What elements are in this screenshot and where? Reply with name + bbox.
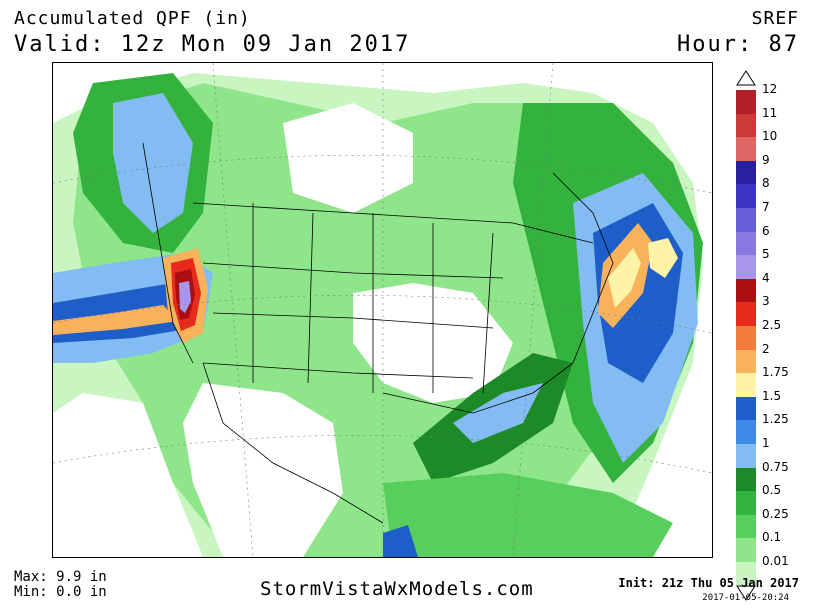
legend-swatch: 12 — [736, 82, 777, 114]
init-time: Init: 21z Thu 05 Jan 2017 — [618, 576, 799, 590]
legend-label: 2.5 — [762, 317, 782, 332]
legend-label: 3 — [762, 294, 770, 309]
mexico-coast-core — [383, 525, 418, 557]
min-value: Min: 0.0 in — [14, 584, 107, 600]
legend-label: 5 — [762, 247, 770, 262]
nw-coast-blue — [113, 93, 193, 233]
legend-swatch: 2.5 — [736, 318, 781, 350]
atlantic-east-blob — [648, 238, 678, 278]
legend-swatch: 1.25 — [736, 412, 789, 444]
california-core-5 — [179, 281, 191, 313]
legend-swatch: 5 — [736, 247, 770, 279]
qpf-map — [52, 62, 713, 558]
legend-swatches: 12 11 10 9 8 7 6 5 4 3 2.5 2 1.75 1.5 1.25 1 0.75 0.5 0.25… — [736, 82, 789, 586]
legend-label: 0.75 — [762, 459, 789, 474]
legend-label: 0.25 — [762, 506, 789, 521]
legend-label: 2 — [762, 341, 770, 356]
southeast-blue — [453, 383, 543, 443]
legend-label: 1.25 — [762, 412, 789, 427]
legend-label: 11 — [762, 105, 778, 120]
legend-arrow-down-icon — [736, 585, 756, 602]
legend-swatch: 7 — [736, 200, 770, 232]
legend-label: 1 — [762, 435, 770, 450]
dry-area-north — [283, 103, 413, 213]
valid-time: Valid: 12z Mon 09 Jan 2017 — [14, 32, 411, 57]
legend-label: 0.1 — [762, 530, 782, 545]
legend-swatch: 0.75 — [736, 460, 789, 492]
legend-label: 9 — [762, 152, 770, 167]
legend-swatch: 0.01 — [736, 554, 789, 586]
legend-label: 0.01 — [762, 553, 789, 568]
legend-arrow-up-icon — [736, 70, 756, 86]
legend-label: 10 — [762, 129, 778, 144]
legend-swatch: 0.5 — [736, 483, 781, 515]
legend-swatch: 8 — [736, 176, 770, 208]
color-legend: 12 11 10 9 8 7 6 5 4 3 2.5 2 1.75 1.5 1.25 1 0.75 0.5 0.25… — [736, 70, 789, 605]
legend-label: 1.5 — [762, 388, 782, 403]
model-name: SREF — [751, 8, 799, 29]
legend-swatch: 2 — [736, 342, 770, 374]
atlantic-core-inner — [608, 248, 641, 308]
legend-label: 0.5 — [762, 483, 782, 498]
legend-label: 12 — [762, 82, 778, 96]
legend-label: 4 — [762, 270, 770, 285]
legend-label: 8 — [762, 176, 770, 191]
legend-swatch: 1.75 — [736, 365, 789, 397]
max-value: Max: 9.9 in — [14, 569, 107, 585]
legend-swatch: 0.1 — [736, 530, 781, 562]
site-credit: StormVistaWxModels.com — [260, 578, 534, 600]
stats-block: Max: 9.9 in Min: 0.0 in — [14, 570, 107, 600]
legend-swatch: 1 — [736, 436, 770, 468]
dry-area-northwest-pacific — [53, 393, 203, 557]
legend-swatch: 3 — [736, 294, 770, 326]
chart-title: Accumulated QPF (in) — [14, 8, 251, 29]
legend-swatch: 9 — [736, 153, 770, 185]
pacific-plume-core — [53, 305, 178, 335]
legend-label: 6 — [762, 223, 770, 238]
legend-label: 7 — [762, 199, 770, 214]
political-boundaries — [142, 142, 614, 524]
lat-lon-grid — [53, 63, 712, 557]
forecast-hour: Hour: 87 — [677, 32, 799, 57]
legend-swatch: 11 — [736, 106, 777, 138]
legend-swatch: 10 — [736, 129, 777, 161]
legend-label: 1.75 — [762, 365, 789, 380]
legend-swatch: 6 — [736, 224, 770, 256]
dry-area-southwest — [183, 383, 343, 557]
legend-swatch: 1.5 — [736, 389, 781, 421]
map-graphic — [53, 63, 712, 557]
legend-swatch: 4 — [736, 271, 770, 303]
generated-timestamp: 2017-01-05-20:24 — [702, 593, 789, 603]
legend-swatch: 0.25 — [736, 507, 789, 539]
caribbean-green — [383, 473, 673, 557]
